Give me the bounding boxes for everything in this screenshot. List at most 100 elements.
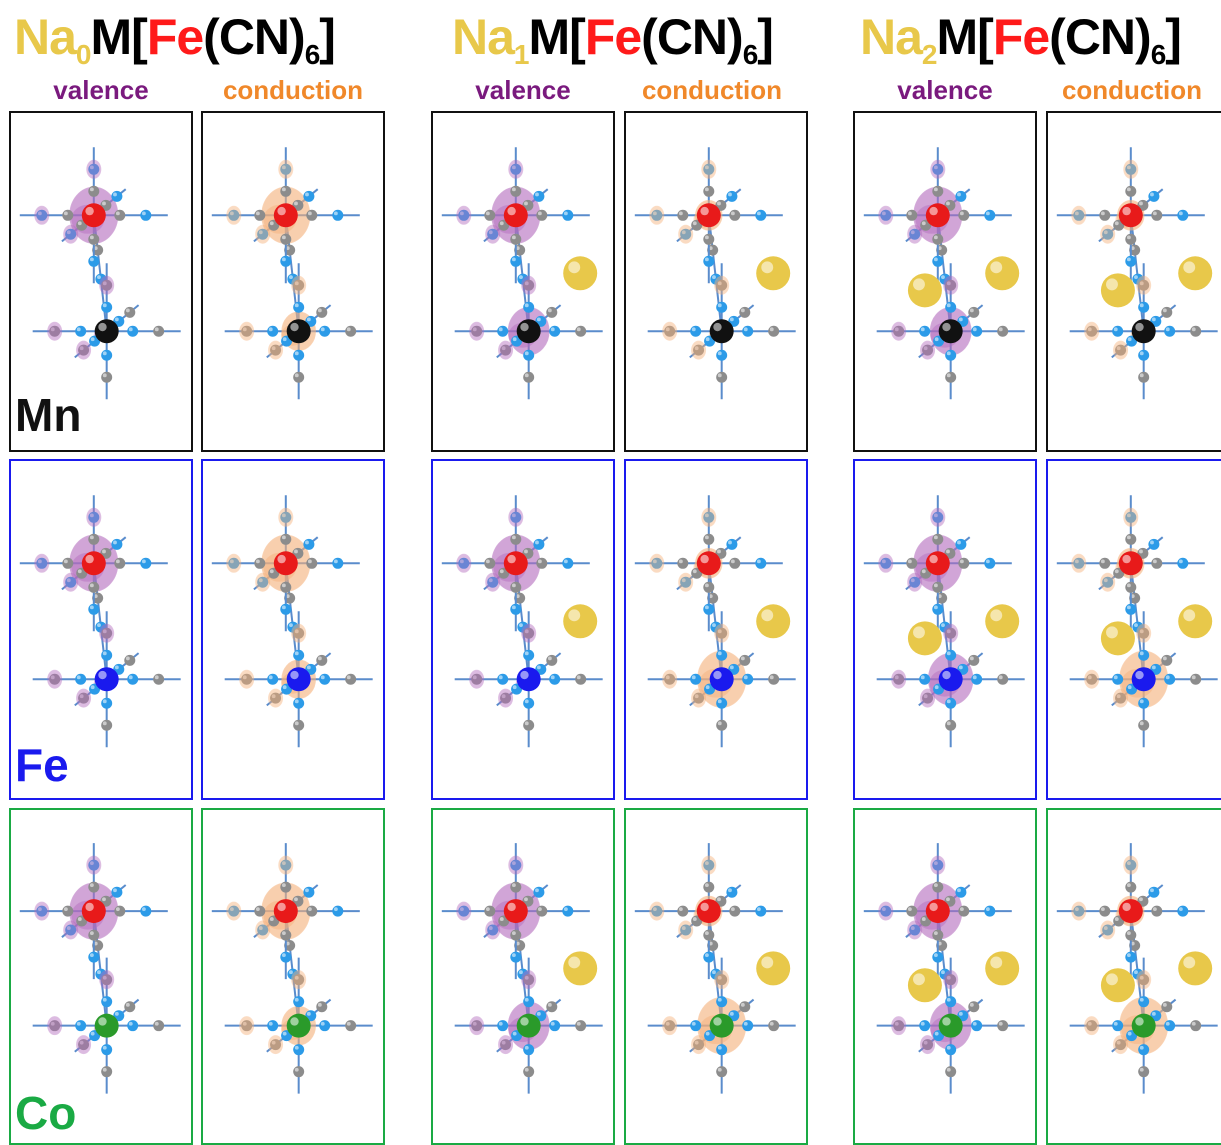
carbon-atom [153,325,165,337]
nitrogen-atom [909,924,921,936]
nitrogen-atom [932,951,944,963]
carbon-atom [270,1039,282,1051]
nitrogen-atom [945,649,957,661]
orbital-lobe [76,688,92,708]
orbital-lobe [268,340,284,360]
carbon-atom [693,344,705,356]
nitrogen-atom [127,325,139,337]
bracket-close: ] [319,9,336,65]
valence-panel [431,459,615,800]
orbital-lobe [943,275,959,295]
nitrogen-atom [523,349,535,361]
orbital-lobe [1071,553,1087,573]
orbital-lobe [456,205,472,225]
nitrogen-atom [280,163,292,175]
orbital-lobe [456,553,472,573]
orbital-lobe [34,205,50,225]
nitrogen-atom [1164,673,1176,685]
orbital-lobe [47,321,63,341]
nitrogen-atom [228,557,240,569]
nitrogen-atom [716,349,728,361]
nitrogen-atom [703,163,715,175]
orbital-lobe [1123,507,1139,527]
nitrogen-atom [919,1020,931,1032]
carbon-atom [768,673,780,685]
orbital-lobe [291,623,307,643]
orbital-lobe [86,855,102,875]
molecule-drawing [863,147,1025,400]
carbon-atom [664,673,676,685]
carbon-atom [703,881,715,893]
nitrogen-atom [880,557,892,569]
conduction-panel [624,459,808,800]
nitrogen-atom [280,603,292,615]
orbital-lobe [701,507,717,527]
carbon-atom [893,673,905,685]
nitrogen-atom [88,603,100,615]
column-label-valence: valence [53,75,149,105]
conduction-panel [1046,459,1221,800]
nitrogen-atom [293,1044,305,1056]
carbon-atom [500,1039,512,1051]
carbon-atom [1125,881,1137,893]
orbital-lobe [99,275,115,295]
nitrogen-atom [111,538,123,550]
nitrogen-atom [101,649,113,661]
valence-panel [9,459,193,800]
nitrogen-atom [1164,1020,1176,1032]
carbon-atom [1115,692,1127,704]
carbon-atom [677,209,689,221]
nitrogen-atom [111,886,123,898]
carbon-atom [945,279,957,291]
nitrogen-atom [510,603,522,615]
orbital-lobe [99,623,115,643]
carbon-atom [575,673,587,685]
nitrogen-atom [945,697,957,709]
carbon-atom [316,306,328,318]
nitrogen-atom [319,325,331,337]
nitrogen-atom [75,1020,87,1032]
carbon-atom [729,209,741,221]
metal-label-fe: Fe [15,739,69,791]
orbital-lobe [1084,321,1100,341]
orbital-lobe [662,321,678,341]
carbon-atom [1138,371,1150,383]
nitrogen-atom [955,190,967,202]
nitrogen-atom [1138,649,1150,661]
orbital-lobe [907,920,923,940]
column-label-valence: valence [475,75,571,105]
carbon-atom [968,306,980,318]
carbon-atom [280,881,292,893]
carbon-atom [1161,654,1173,666]
nitrogen-atom [755,209,767,221]
carbon-atom [241,325,253,337]
carbon-atom [62,905,74,917]
carbon-atom [484,557,496,569]
carbon-atom [716,371,728,383]
molecule-drawing [863,843,1025,1094]
orbital-lobe [226,205,242,225]
nitrogen-atom [562,905,574,917]
orbital-lobe [1113,1035,1129,1055]
nitrogen-atom [703,859,715,871]
column-label-conduction: conduction [222,75,364,105]
iron-symbol: Fe [146,9,204,65]
carbon-atom [306,209,318,221]
carbon-atom [536,905,548,917]
carbon-atom [922,692,934,704]
nitrogen-atom [562,557,574,569]
carbon-atom [932,881,944,893]
nitrogen-atom [75,325,87,337]
orbital-lobe [76,340,92,360]
carbon-atom [703,233,715,245]
cyanide-group: (CN) [641,9,744,65]
nitrogen-atom [101,301,113,313]
carbon-atom [88,581,100,593]
carbon-atom [932,185,944,197]
metal-center-atom [503,551,528,576]
orbital-lobe [1084,1016,1100,1036]
nitrogen-atom [533,886,545,898]
carbon-atom [293,627,305,639]
orbital-lobe [485,572,501,592]
carbon-atom [716,1066,728,1078]
